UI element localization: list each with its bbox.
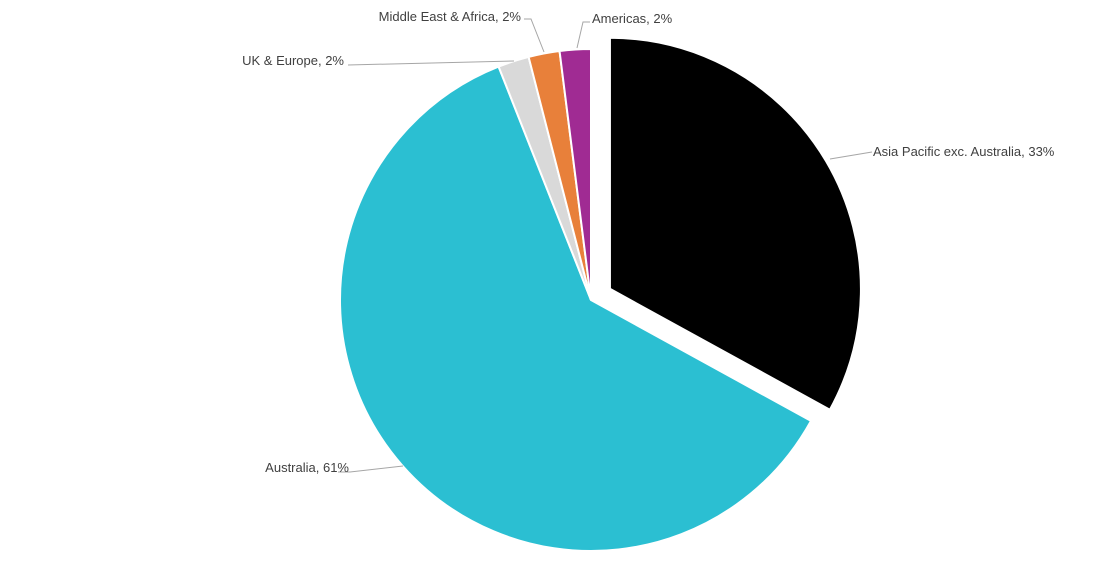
data-label: Australia, 61% xyxy=(265,460,349,475)
data-label: Asia Pacific exc. Australia, 33% xyxy=(873,144,1055,159)
data-label: Middle East & Africa, 2% xyxy=(379,9,522,24)
pie-slice-americas xyxy=(558,47,592,301)
leader-line xyxy=(524,18,545,53)
leader-line xyxy=(338,465,404,473)
data-label: UK & Europe, 2% xyxy=(242,53,344,68)
leader-line xyxy=(347,60,515,66)
data-label: Americas, 2% xyxy=(592,11,673,26)
leader-line xyxy=(829,151,873,160)
data-labels: Asia Pacific exc. Australia, 33% Australi… xyxy=(242,9,1055,475)
pie-slice-asia-pacific-exc-australia xyxy=(608,36,862,412)
leader-lines xyxy=(338,18,873,473)
leader-line xyxy=(576,21,590,49)
pie-slices xyxy=(339,36,862,552)
